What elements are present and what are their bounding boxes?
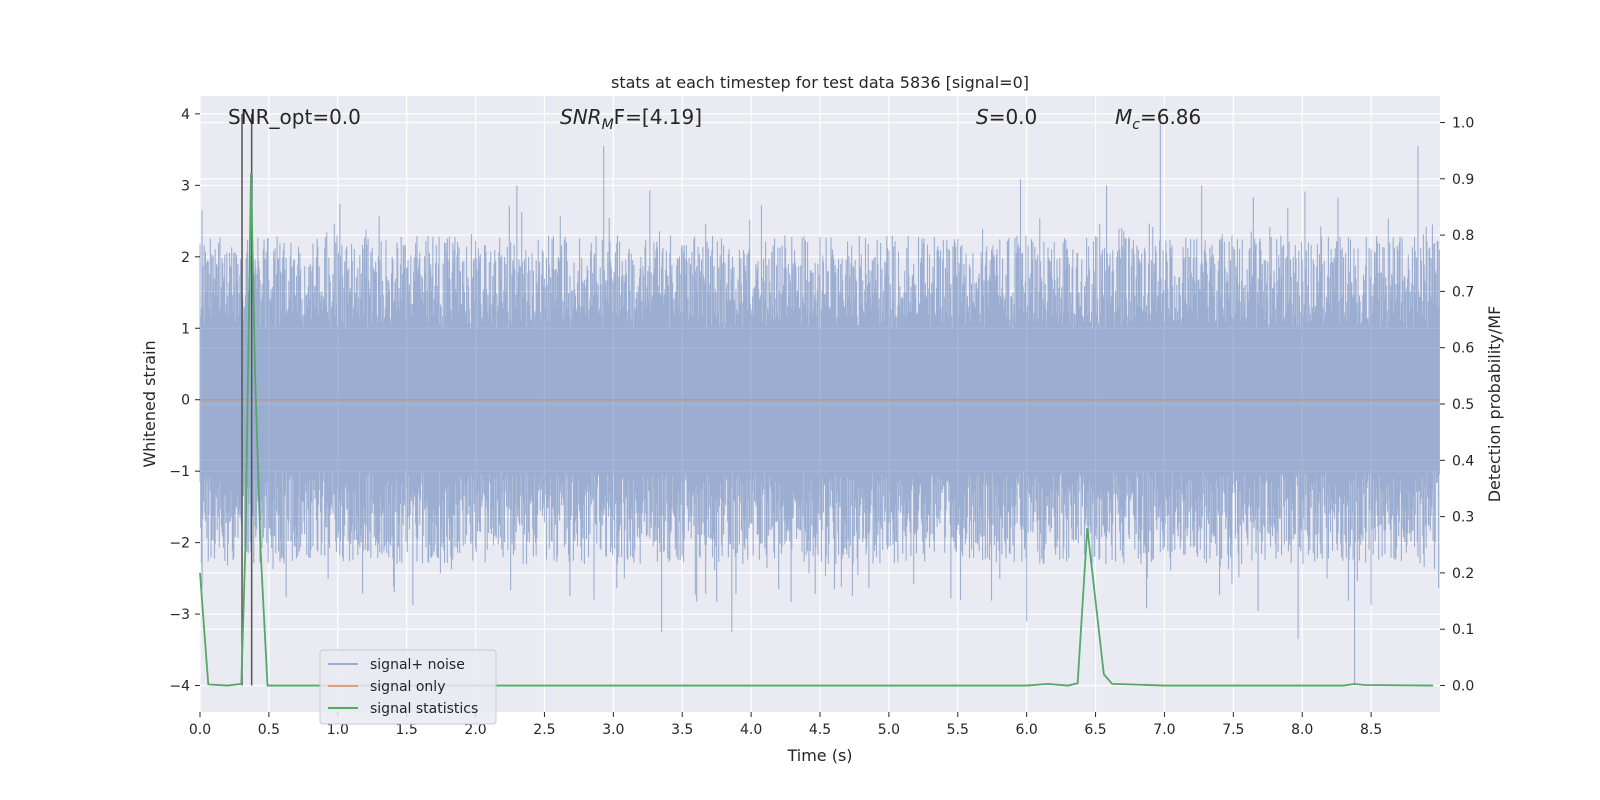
x-tick-label: 8.0 — [1291, 722, 1313, 738]
x-tick-label: 2.5 — [533, 722, 555, 738]
legend-box — [319, 649, 497, 725]
y-right-tick-label: 0.5 — [1452, 397, 1474, 413]
x-tick-label: 7.0 — [1153, 722, 1175, 738]
legend: signal+ noise signal only signal statist… — [319, 649, 497, 725]
x-axis-ticks: 0.0 0.5 1.0 1.5 2.0 2.5 3.0 3.5 4.0 4.5 5.0 5.5 6.0 6… — [189, 712, 1382, 738]
annotation-s-value: =0.0 — [989, 105, 1038, 129]
y-right-tick-label: 0.9 — [1452, 172, 1474, 188]
y-right-axis-label: Detection probability/MF — [1485, 306, 1504, 503]
y-right-tick-label: 0.4 — [1452, 453, 1474, 469]
y-right-tick-label: 1.0 — [1452, 115, 1474, 131]
y-left-tick-label: −2 — [169, 536, 190, 552]
legend-label-signal-statistics: signal statistics — [370, 701, 478, 717]
annotation-mc-sub: c — [1132, 117, 1140, 133]
x-tick-label: 0.5 — [258, 722, 280, 738]
x-tick-label: 1.5 — [396, 722, 418, 738]
y-right-tick-label: 0.7 — [1452, 284, 1474, 300]
y-left-tick-label: −4 — [169, 679, 190, 695]
annotation-snr-mf-suffix: F=[4.19] — [614, 105, 702, 129]
y-right-tick-label: 0.2 — [1452, 566, 1474, 582]
annotation-s: S=0.0 — [976, 105, 1037, 129]
y-left-tick-label: 3 — [181, 178, 190, 194]
y-right-tick-label: 0.1 — [1452, 622, 1474, 638]
annotation-mc-label: M — [1115, 105, 1132, 129]
y-left-axis-label: Whitened strain — [140, 340, 159, 467]
x-tick-label: 0.0 — [189, 722, 211, 738]
x-tick-label: 5.5 — [947, 722, 969, 738]
y-left-tick-label: −3 — [169, 607, 190, 623]
x-tick-label: 1.0 — [327, 722, 349, 738]
x-tick-label: 8.5 — [1360, 722, 1382, 738]
y-left-axis-ticks: −4 −3 −2 −1 0 1 2 3 4 — [169, 107, 200, 695]
noise-trace — [199, 121, 1440, 686]
x-tick-label: 3.5 — [671, 722, 693, 738]
y-right-tick-label: 0.6 — [1452, 341, 1474, 357]
legend-label-signal-noise: signal+ noise — [370, 657, 465, 673]
y-right-tick-label: 0.0 — [1452, 679, 1474, 695]
chart-title: stats at each timestep for test data 583… — [611, 73, 1029, 92]
y-left-tick-label: 0 — [181, 393, 190, 409]
x-tick-label: 4.0 — [740, 722, 762, 738]
x-tick-label: 3.0 — [602, 722, 624, 738]
annotation-snr-opt: SNR_opt=0.0 — [228, 105, 361, 129]
legend-label-signal-only: signal only — [370, 679, 445, 695]
y-right-tick-label: 0.8 — [1452, 228, 1474, 244]
x-tick-label: 2.0 — [464, 722, 486, 738]
x-tick-label: 7.5 — [1222, 722, 1244, 738]
y-right-axis-ticks: 0.0 0.1 0.2 0.3 0.4 0.5 0.6 0.7 0.8 0.9 1.0 — [1440, 115, 1474, 695]
annotation-mc: Mc=6.86 — [1115, 105, 1201, 133]
y-left-tick-label: −1 — [169, 464, 190, 480]
y-right-tick-label: 0.3 — [1452, 510, 1474, 526]
y-left-tick-label: 2 — [181, 250, 190, 266]
x-tick-label: 6.0 — [1016, 722, 1038, 738]
annotation-s-label: S — [976, 105, 989, 129]
series-signal-statistics — [199, 173, 1434, 687]
x-tick-label: 4.5 — [809, 722, 831, 738]
annotation-snr-mf-sub: M — [602, 117, 614, 133]
x-tick-label: 6.5 — [1084, 722, 1106, 738]
series-signal-noise — [199, 121, 1440, 686]
annotation-snr-mf-prefix: SNR — [560, 105, 602, 129]
annotation-snr-mf: SNRMF=[4.19] — [560, 105, 702, 133]
annotation-mc-value: =6.86 — [1140, 105, 1201, 129]
x-axis-label: Time (s) — [786, 746, 852, 765]
y-left-tick-label: 4 — [181, 107, 190, 123]
x-tick-label: 5.0 — [878, 722, 900, 738]
y-left-tick-label: 1 — [181, 321, 190, 337]
